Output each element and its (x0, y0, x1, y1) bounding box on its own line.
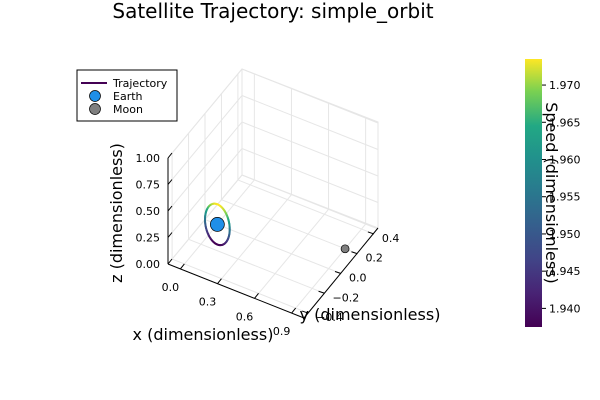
x-tick-label: 0.6 (236, 310, 254, 323)
colorbar-tick-label: 1.945 (549, 265, 581, 278)
x-axis-label: x (dimensionless) (133, 325, 274, 344)
x-tick-label: 0.3 (199, 296, 217, 309)
z-tick-label: 0.75 (136, 179, 161, 192)
x-tick-mark (179, 263, 185, 270)
y-tick-label: 0.2 (365, 252, 383, 265)
z-tick-label: 0.00 (136, 258, 161, 271)
legend-earth-swatch (89, 90, 101, 102)
legend-trajectory-label: Trajectory (112, 77, 168, 90)
legend-earth-label: Earth (113, 90, 143, 103)
y-tick-mark (318, 290, 325, 294)
z-tick-label: 1.00 (136, 152, 161, 165)
gridline-y (237, 73, 375, 235)
z-tick-mark (167, 179, 173, 185)
gridline-z (167, 121, 379, 212)
trajectory-series (204, 202, 231, 247)
x-tick-label: 0.9 (273, 325, 291, 338)
gridline-x (179, 73, 255, 270)
z-tick-mark (167, 205, 173, 212)
z-tick-label: 0.25 (136, 232, 161, 245)
moon-point (340, 244, 350, 254)
colorbar: 1.940 1.945 1.950 1.955 1.960 1.965 1.970 Spee… (525, 59, 581, 327)
y-tick-mark (334, 271, 342, 274)
colorbar-tick-label: 1.960 (549, 154, 581, 167)
colorbar-tick-label: 1.965 (549, 116, 581, 129)
z-tick-mark (167, 232, 173, 238)
x-axis-line (167, 263, 305, 319)
x-tick-mark (291, 307, 297, 314)
back-pane-edge (167, 68, 379, 228)
x-ticks: 0.0 0.3 0.6 0.9 (162, 263, 297, 338)
axes-3d: 0.000.250.500.751.00 0.00.30.60.9 −0.4−0… (136, 68, 400, 338)
legend-moon-swatch (89, 103, 101, 115)
y-tick-label: 0.0 (349, 272, 367, 285)
gridline-z (167, 94, 379, 185)
y-tick-mark (351, 251, 358, 255)
y-tick-label: −0.4 (316, 311, 343, 324)
colorbar-tick-label: 1.950 (549, 228, 581, 241)
gridline-z (167, 68, 379, 159)
z-axis-label: z (dimensionless) (107, 143, 126, 283)
x-tick-mark (254, 293, 259, 299)
x-tick-mark (217, 278, 222, 284)
z-tick-label: 0.50 (136, 205, 161, 218)
gridline-x (291, 118, 367, 314)
z-ticks: 0.00 0.25 0.50 0.75 1.00 (136, 152, 173, 271)
y-axis-label: y (dimensionless) (300, 305, 441, 324)
y-tick-mark (367, 231, 375, 235)
y-tick-label: −0.2 (333, 291, 360, 304)
colorbar-ticks: 1.940 1.945 1.950 1.955 1.960 1.965 1.970 (542, 79, 581, 315)
colorbar-gradient (525, 59, 542, 327)
z-tick-mark (167, 152, 173, 159)
legend: Trajectory Earth Moon (76, 69, 178, 122)
legend-moon-label: Moon (113, 103, 143, 116)
y-ticks: −0.4 −0.2 0.0 0.2 0.4 (301, 231, 400, 324)
earth-point (210, 217, 225, 232)
points-layer (210, 217, 350, 254)
colorbar-tick-label: 1.940 (549, 302, 581, 315)
x-tick-label: 0.0 (162, 281, 180, 294)
colorbar-tick-label: 1.955 (549, 191, 581, 204)
chart-title: Satellite Trajectory: simple_orbit (112, 0, 433, 23)
colorbar-label: Speed (dimensionless) (542, 102, 561, 284)
gridline-x (254, 103, 330, 299)
y-tick-mark (301, 310, 309, 314)
gridline-z (167, 147, 379, 238)
colorbar-tick-label: 1.970 (549, 79, 581, 92)
y-tick-label: 0.4 (382, 232, 400, 245)
z-tick-mark (167, 258, 173, 265)
back-pane-edge (241, 174, 379, 229)
